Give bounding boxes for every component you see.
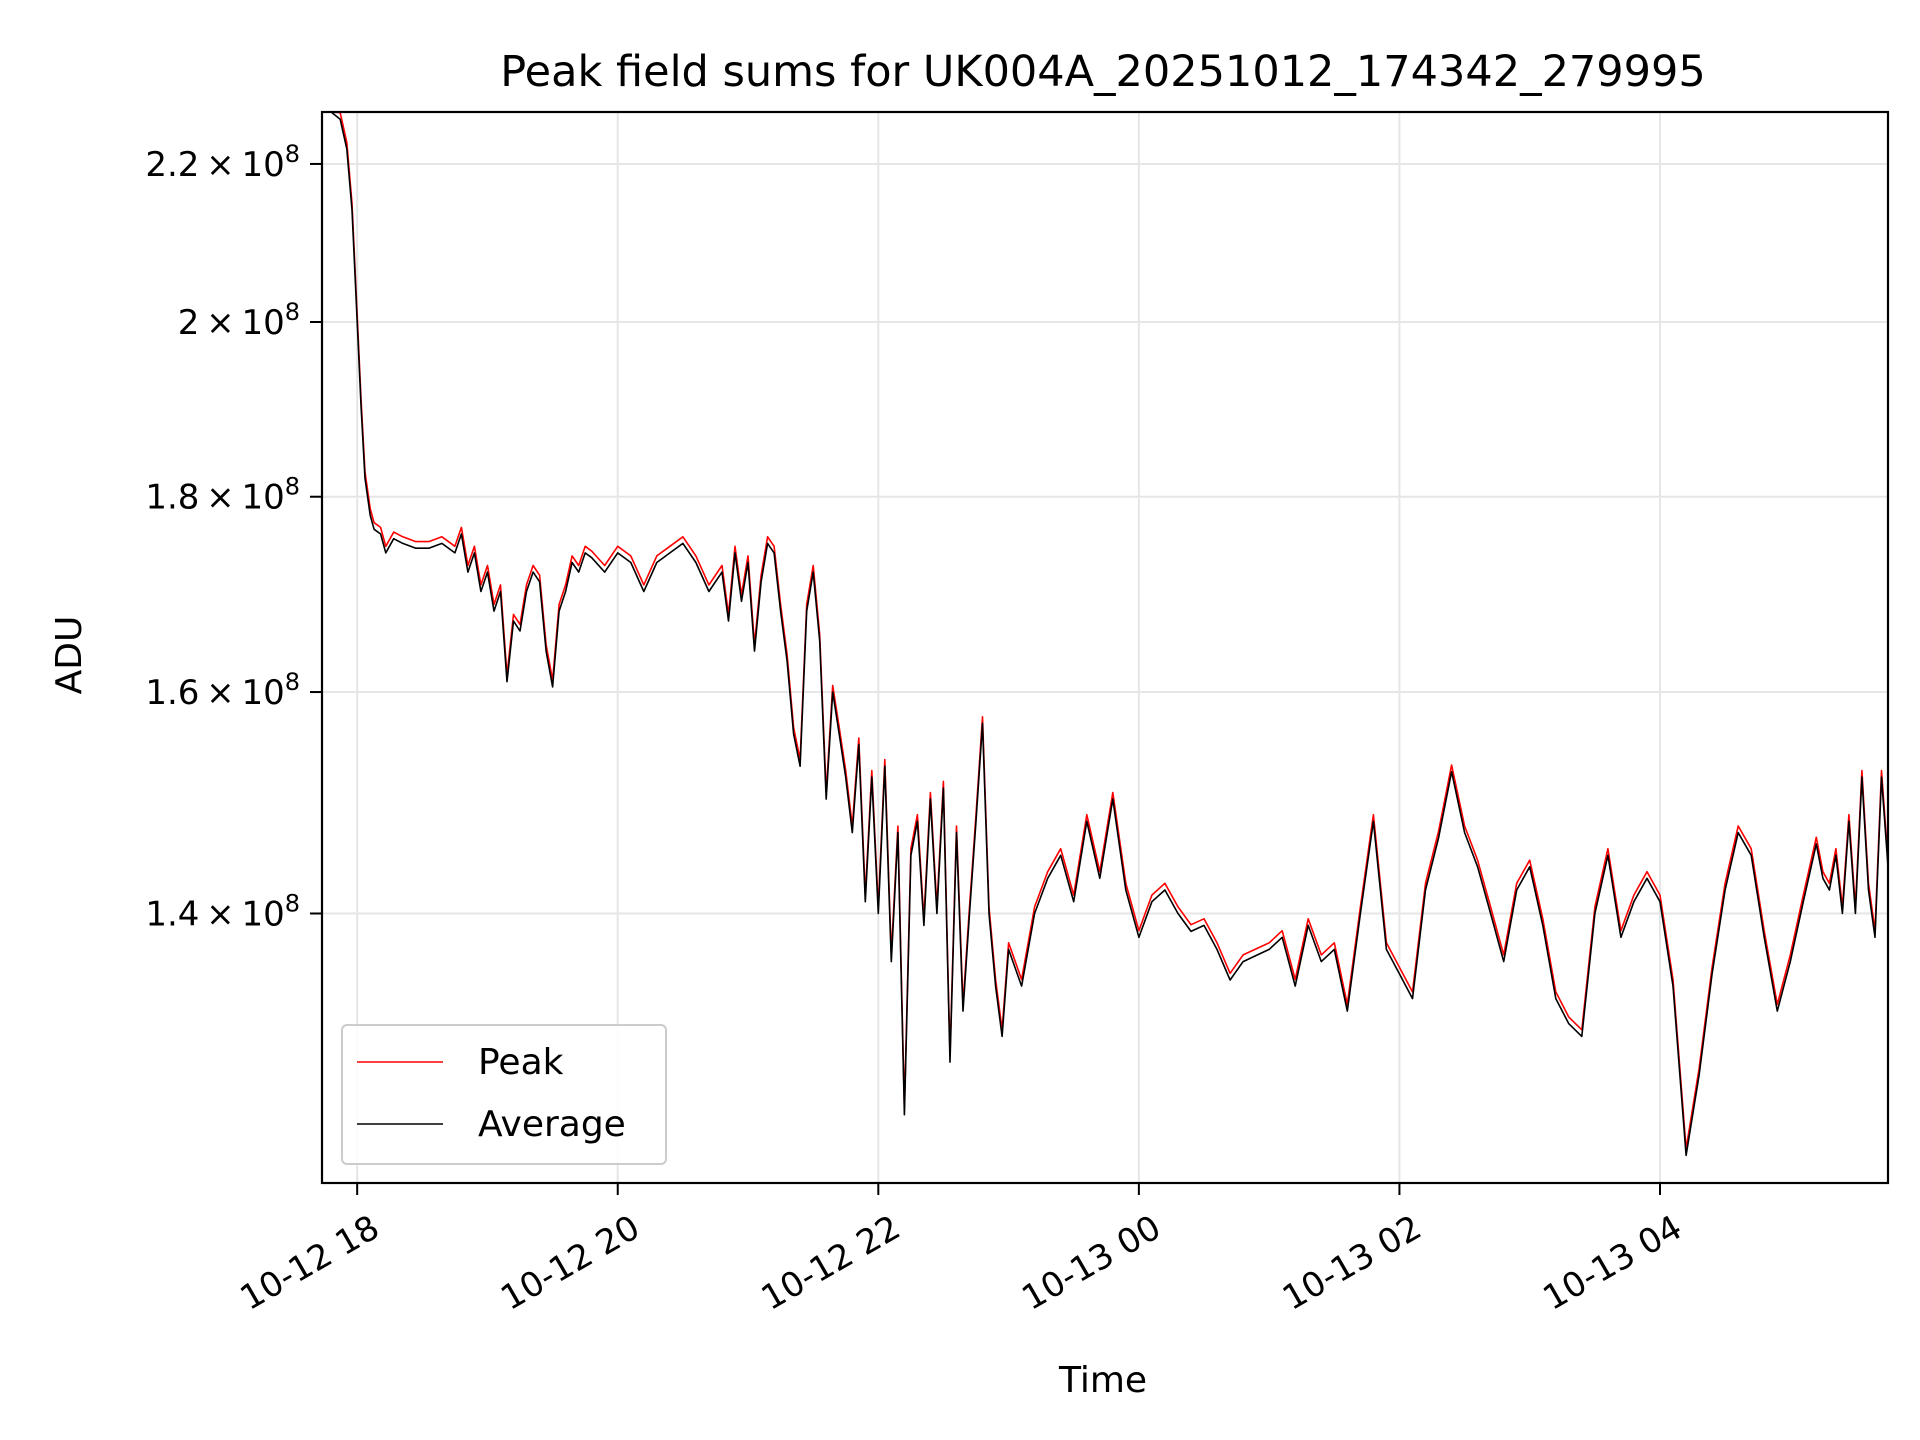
y-tick-label: 1.4 × 108 <box>145 889 300 934</box>
y-tick-label: 2.2 × 108 <box>145 140 300 185</box>
legend-label-peak: Peak <box>478 1042 564 1083</box>
y-tick-label: 2 × 108 <box>178 298 300 343</box>
y-axis-title: ADU <box>49 616 90 695</box>
legend: Peak Average <box>341 1024 667 1165</box>
y-tick-label: 1.6 × 108 <box>145 668 300 713</box>
series-line-average <box>322 111 1889 1157</box>
y-tick-label: 1.8 × 108 <box>145 473 300 518</box>
x-axis-title: Time <box>1058 1360 1147 1401</box>
legend-label-average: Average <box>478 1104 626 1145</box>
legend-frame <box>341 1024 667 1165</box>
plot-frame <box>320 110 1890 1185</box>
chart-title: Peak field sums for UK004A_20251012_1743… <box>500 47 1705 97</box>
series-layer <box>322 111 1889 1157</box>
grid-layer <box>322 112 1888 1183</box>
